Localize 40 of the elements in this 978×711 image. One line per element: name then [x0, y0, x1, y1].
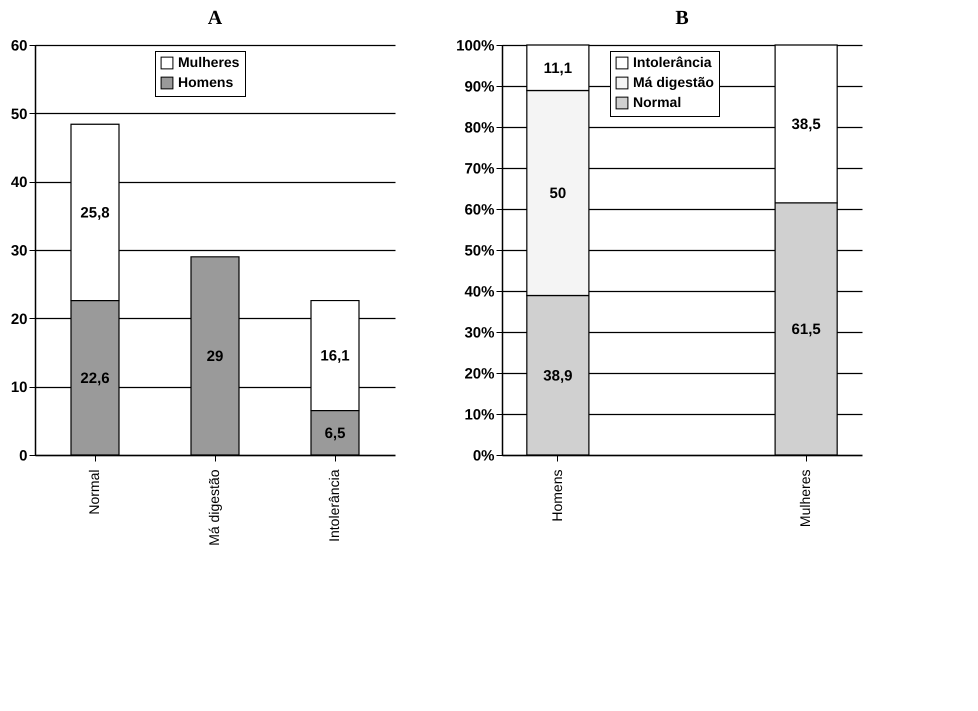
legend-label: Má digestão — [633, 74, 714, 90]
data-label: 22,6 — [80, 370, 110, 387]
y-tick-label: 20% — [464, 366, 494, 382]
chart-title: A — [208, 7, 223, 29]
y-tick-label: 60 — [10, 38, 28, 54]
legend-label: Normal — [633, 94, 682, 110]
y-tick-label: 40 — [10, 174, 28, 192]
data-label: 25,8 — [80, 204, 110, 222]
data-label: 61,5 — [792, 320, 821, 338]
y-tick-label: 60% — [464, 202, 494, 218]
y-tick-label: 70% — [464, 160, 494, 178]
x-tick-label: Má digestão — [206, 469, 222, 546]
data-label: 6,5 — [324, 424, 346, 442]
chart-title: B — [675, 7, 689, 29]
x-tick-label: Intolerância — [326, 469, 342, 542]
x-tick-label: Homens — [548, 470, 565, 522]
y-tick-label: 30% — [464, 324, 494, 342]
data-label: 11,1 — [544, 60, 572, 77]
y-tick-label: 20 — [10, 310, 28, 328]
data-label: 38,9 — [543, 367, 572, 384]
legend-label: Mulheres — [178, 54, 240, 70]
y-tick-label: 30 — [10, 242, 28, 260]
y-tick-label: 0 — [19, 448, 28, 464]
legend-label: Homens — [178, 74, 234, 90]
y-tick-label: 100% — [456, 38, 494, 54]
y-tick-label: 40% — [464, 284, 494, 300]
y-tick-label: 0% — [472, 448, 494, 464]
x-tick-label: Normal — [86, 470, 102, 515]
legend-label: Intolerância — [633, 54, 712, 70]
y-tick-label: 50 — [10, 106, 28, 123]
x-tick-label: Mulheres — [797, 470, 814, 528]
data-label: 16,1 — [320, 348, 350, 365]
y-tick-label: 90% — [464, 78, 494, 96]
y-tick-label: 80% — [464, 120, 494, 136]
y-tick-label: 10% — [464, 406, 494, 424]
data-label: 29 — [206, 348, 224, 365]
data-label: 50 — [550, 185, 566, 202]
data-label: 38,5 — [792, 116, 821, 133]
y-tick-label: 50% — [464, 242, 494, 260]
y-tick-label: 10 — [10, 379, 28, 396]
